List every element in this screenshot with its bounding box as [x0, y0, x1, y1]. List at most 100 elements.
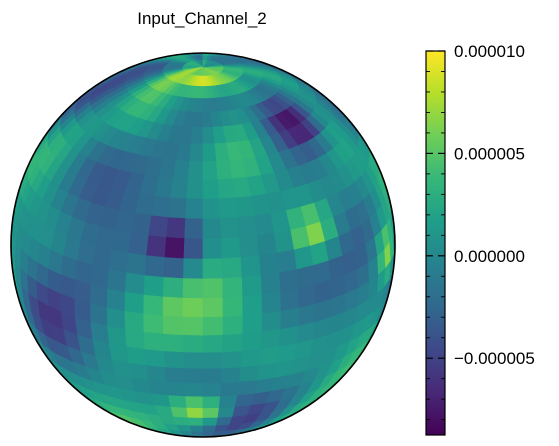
heatmap-cell: [293, 244, 314, 270]
heatmap-cell: [192, 111, 204, 128]
heatmap-cell: [143, 294, 164, 316]
heatmap-cell: [202, 217, 222, 239]
heatmap-cell: [172, 159, 190, 180]
heatmap-cell: [164, 236, 185, 259]
heatmap-cell: [170, 177, 189, 199]
heatmap-cell: [184, 382, 204, 397]
heatmap-cell: [259, 252, 280, 276]
heatmap-cell: [144, 348, 166, 368]
heatmap-cell: [202, 334, 224, 353]
heatmap-cell: [131, 212, 152, 236]
heatmap-cell: [183, 351, 204, 369]
heatmap-cell: [126, 252, 147, 276]
heatmap-cell: [280, 287, 300, 312]
heatmap-cell: [185, 197, 204, 219]
heatmap-cell: [279, 268, 299, 293]
heatmap-cell: [222, 296, 244, 317]
heatmap-cell: [221, 236, 242, 259]
heatmap-cell: [222, 276, 244, 298]
heatmap-cell: [261, 291, 282, 314]
heatmap-cell: [202, 257, 223, 279]
heatmap-cell: [163, 256, 185, 279]
heatmap-cell: [202, 197, 221, 219]
heatmap-cell: [186, 407, 204, 418]
colorbar: [425, 50, 446, 436]
heatmap-cell: [124, 310, 145, 332]
heatmap-cell: [221, 256, 243, 279]
heatmap-cell: [183, 257, 204, 279]
colorbar-tick-label: 0.000010: [454, 42, 525, 61]
heatmap-cell: [202, 297, 224, 318]
heatmap-cell: [239, 234, 260, 258]
heatmap-cell: [202, 407, 220, 418]
heatmap-cell: [168, 196, 188, 219]
heatmap-cell: [259, 345, 280, 366]
heatmap-cell: [202, 395, 221, 409]
heatmap-cell: [164, 366, 185, 384]
heatmap-cell: [187, 416, 204, 426]
heatmap-cell: [202, 316, 224, 336]
heatmap-cell: [108, 248, 130, 273]
heatmap-cell: [202, 416, 219, 426]
heatmap-cell: [126, 345, 147, 366]
heatmap-cell: [182, 297, 204, 318]
heatmap-cell: [143, 313, 164, 334]
heatmap-cell: [222, 333, 244, 353]
heatmap-cell: [261, 310, 282, 332]
heatmap-cell: [189, 424, 204, 432]
heatmap-cell: [221, 366, 242, 384]
heatmap-cell: [202, 382, 222, 397]
heatmap-cell: [183, 237, 204, 259]
heatmap-cell: [242, 313, 263, 334]
heatmap-cell: [202, 160, 219, 180]
heatmap-cell: [92, 244, 113, 270]
heatmap-cell: [240, 254, 262, 278]
colorbar-tick-label: 0.000005: [454, 144, 525, 163]
chart-title: Input_Channel_2: [137, 9, 267, 28]
heatmap-cell: [166, 216, 186, 239]
heatmap-cell: [222, 315, 244, 336]
heatmap-cell: [237, 214, 258, 238]
heatmap-cell: [143, 331, 165, 352]
colorbar-ticks: 0.000010 0.000005 0.000000 −0.000005: [426, 42, 535, 421]
heatmap-cell: [182, 334, 204, 353]
heatmap-cell: [146, 364, 167, 383]
heatmap-cell: [148, 379, 169, 396]
heatmap-cell: [202, 424, 217, 432]
globe-outline: [10, 52, 396, 438]
heatmap-cell: [106, 287, 126, 312]
heatmap-cell: [241, 274, 263, 297]
heatmap-cell: [163, 350, 185, 369]
colorbar-tick-label: 0.000000: [454, 247, 525, 266]
heatmap-cell: [151, 195, 172, 218]
heatmap-cell: [144, 254, 166, 278]
heatmap-cell: [190, 430, 204, 436]
heatmap-cell: [168, 394, 188, 408]
heatmap-cell: [202, 367, 223, 384]
heatmap-cell: [202, 237, 223, 259]
heatmap-cell: [202, 178, 220, 199]
heatmap-cell: [202, 142, 217, 162]
heatmap-cell: [146, 234, 167, 258]
heatmap-cell: [190, 126, 204, 144]
heatmap-cell: [183, 367, 204, 384]
heatmap-cell: [124, 291, 145, 314]
heatmap-cell: [202, 60, 206, 68]
heatmap-cell: [186, 178, 204, 199]
heatmap-cell: [148, 214, 169, 238]
heatmap-cell: [162, 333, 184, 353]
heatmap-cell: [276, 248, 298, 273]
heatmap-cell: [242, 294, 263, 316]
heatmap-cell: [202, 277, 224, 299]
heatmap-cell: [260, 271, 281, 295]
heatmap-cell: [241, 331, 263, 352]
heatmap-cell: [143, 274, 165, 297]
heatmap-cell: [220, 216, 240, 239]
heatmap-cell: [239, 364, 260, 383]
heatmap-cell: [217, 177, 236, 199]
heatmap-cell: [182, 316, 204, 336]
heatmap-cell: [125, 271, 146, 295]
heatmap-cell: [202, 351, 223, 369]
